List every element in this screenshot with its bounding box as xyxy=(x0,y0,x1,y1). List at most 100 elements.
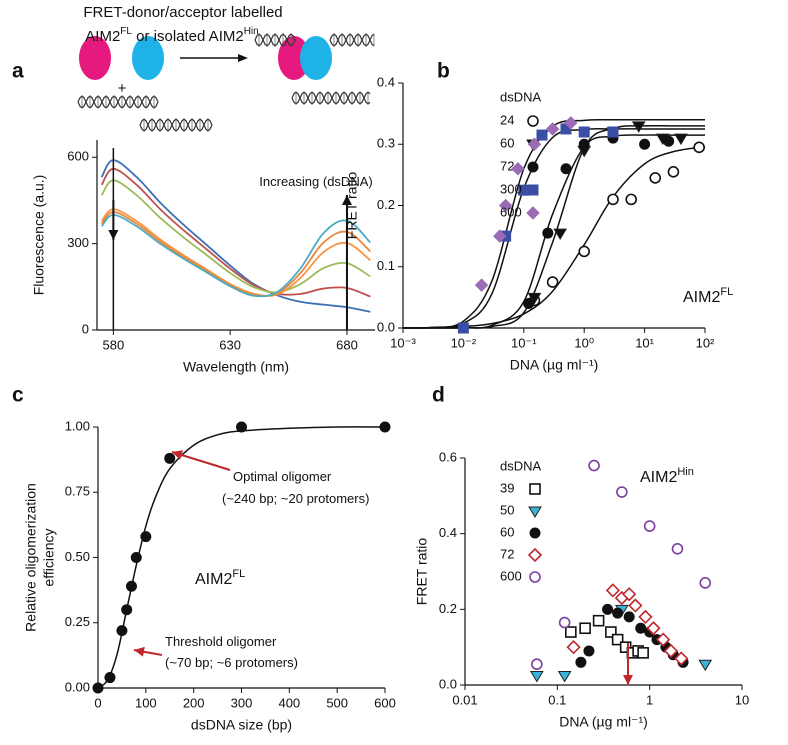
x-tick-label: 10⁰ xyxy=(574,335,594,350)
point xyxy=(663,135,675,147)
annotation-text: (~240 bp; ~20 protomers) xyxy=(222,491,369,506)
x-tick-label: 400 xyxy=(278,695,300,710)
spectrum-line xyxy=(100,208,371,297)
superscript: Hin xyxy=(244,26,259,37)
point xyxy=(564,116,578,130)
point xyxy=(611,633,624,646)
annotation-text: AIM2 xyxy=(683,289,720,306)
header-line: AIM2FL or isolated AIM2Hin xyxy=(85,26,258,45)
x-tick-label: 0 xyxy=(94,695,101,710)
fit-curve xyxy=(402,118,705,329)
superscript: FL xyxy=(720,286,733,298)
legend-label: 600 xyxy=(500,204,522,219)
y-tick-label: 0.75 xyxy=(65,484,90,499)
dna-strand xyxy=(291,91,371,105)
point xyxy=(583,645,595,657)
y-tick-label: 0.6 xyxy=(439,449,457,464)
text-part: FRET-donor/acceptor labelled xyxy=(83,4,282,21)
point xyxy=(646,621,661,636)
point xyxy=(578,245,591,258)
acceptor-protein xyxy=(300,36,332,80)
point xyxy=(698,659,713,672)
legend-label: 60 xyxy=(500,135,514,150)
annotation-text: (~70 bp; ~6 protomers) xyxy=(165,655,298,670)
y-axis-label: FRET ratio xyxy=(344,172,360,240)
panel-label: d xyxy=(432,384,445,407)
y-axis-label: efficiency xyxy=(41,528,57,586)
spectrum-line xyxy=(100,167,371,298)
spectrum-line xyxy=(100,211,371,297)
point xyxy=(602,603,614,615)
legend-title: dsDNA xyxy=(500,89,542,104)
fit-curve xyxy=(97,426,386,689)
header-line: FRET-donor/acceptor labelled xyxy=(83,4,282,21)
point xyxy=(671,542,684,555)
point xyxy=(638,609,653,625)
point xyxy=(566,640,581,655)
point xyxy=(542,227,554,239)
point xyxy=(674,651,689,666)
point xyxy=(474,278,489,292)
legend-marker xyxy=(527,547,543,563)
point xyxy=(605,583,621,598)
legend-marker xyxy=(526,206,540,220)
dna-strand xyxy=(291,91,371,105)
y-tick-label: 0 xyxy=(82,321,89,336)
y-tick-label: 0.1 xyxy=(377,258,395,273)
arrow-head xyxy=(134,646,145,657)
point xyxy=(546,276,559,288)
point xyxy=(578,126,590,138)
annotation: (~70 bp; ~6 protomers) xyxy=(165,655,298,670)
y-axis-label: Relative oligomerization xyxy=(23,483,39,632)
point xyxy=(674,133,688,146)
x-tick-label: 1 xyxy=(646,692,653,707)
legend-marker xyxy=(529,527,541,539)
point xyxy=(616,486,628,498)
point xyxy=(527,137,542,151)
point xyxy=(607,193,619,206)
x-axis-label: Wavelength (nm) xyxy=(183,359,289,375)
legend-marker xyxy=(529,571,541,583)
x-tick-label: 0.1 xyxy=(548,692,566,707)
text-part: AIM2 xyxy=(85,28,120,45)
y-tick-label: 300 xyxy=(67,235,89,250)
arrow-head xyxy=(341,195,352,205)
x-axis-label: dsDNA size (bp) xyxy=(191,717,292,733)
legend-label: 24 xyxy=(500,112,514,127)
x-tick-label: 680 xyxy=(336,337,358,352)
superscript: FL xyxy=(120,26,132,37)
annotation: AIM2Hin xyxy=(640,466,694,486)
arrow-head xyxy=(172,450,184,460)
legend-marker xyxy=(528,506,542,518)
point xyxy=(498,198,513,213)
reaction-arrow-head xyxy=(238,54,248,62)
y-tick-label: 0.2 xyxy=(377,197,395,212)
point xyxy=(643,520,656,532)
x-tick-label: 300 xyxy=(231,695,253,710)
panel-label: a xyxy=(12,60,24,83)
point xyxy=(575,656,587,668)
y-tick-label: 0.25 xyxy=(65,614,90,629)
arrow-head xyxy=(623,675,633,685)
point xyxy=(649,172,662,184)
point xyxy=(545,122,560,136)
legend-marker xyxy=(529,483,541,495)
spectrum-line xyxy=(100,159,371,313)
point xyxy=(558,616,571,629)
legend-marker xyxy=(527,115,539,127)
legend-marker xyxy=(527,161,539,173)
fit-curve xyxy=(402,134,705,329)
x-tick-label: 10¹ xyxy=(635,335,654,350)
point xyxy=(622,587,637,602)
spectrum-line xyxy=(100,213,371,298)
point xyxy=(565,626,577,638)
point xyxy=(639,138,651,150)
point xyxy=(130,552,142,563)
x-tick-label: 500 xyxy=(326,695,348,710)
text-part: or isolated AIM2 xyxy=(132,28,244,45)
point xyxy=(523,298,535,309)
point xyxy=(531,658,543,670)
x-tick-label: 580 xyxy=(103,337,125,352)
point xyxy=(631,121,646,133)
point xyxy=(457,322,469,334)
